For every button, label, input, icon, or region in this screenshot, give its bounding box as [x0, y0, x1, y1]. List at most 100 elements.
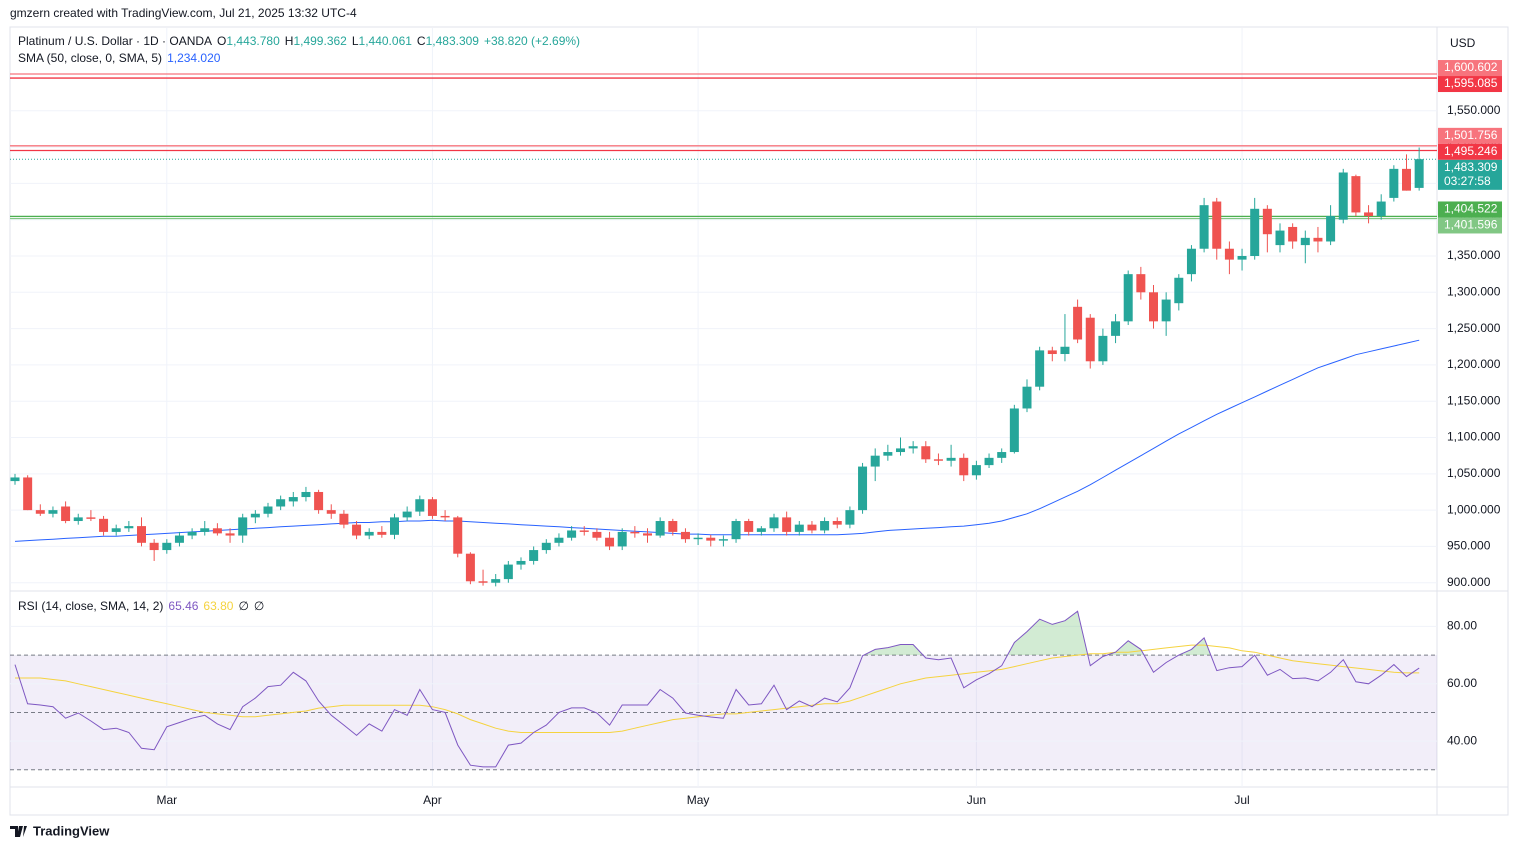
price-label-box: [1438, 201, 1502, 218]
price-label: 1,404.522: [1444, 202, 1498, 216]
rsi-band-fill: [10, 655, 1437, 770]
candle-body: [1262, 208, 1272, 235]
candle-body: [1199, 205, 1209, 249]
legend-key: H: [285, 34, 294, 48]
y-tick-label: 1,150.000: [1447, 393, 1501, 407]
candle-body: [187, 531, 197, 536]
y-tick-label: 1,250.000: [1447, 321, 1501, 335]
candle-body: [933, 459, 943, 461]
candle-body: [617, 531, 627, 547]
candle-body: [643, 533, 652, 536]
candle-body: [1098, 335, 1108, 362]
logo-text: TradingView: [33, 823, 110, 838]
candle-body: [1009, 408, 1019, 453]
y-tick-label: 1,000.000: [1447, 502, 1501, 516]
candle-body: [1275, 230, 1285, 246]
candle-body: [946, 457, 956, 461]
rsi-overbought-fill: [15, 611, 1420, 656]
candle-body: [200, 528, 210, 532]
legend-value: 1,440.061: [359, 34, 413, 48]
legend-value: 1,483.309: [426, 34, 480, 48]
rsi-legend-value: 65.46: [168, 599, 198, 613]
price-label: 1,600.602: [1444, 60, 1498, 74]
rsi-tick-label: 40.00: [1447, 733, 1477, 747]
candle-body: [23, 477, 33, 511]
candle-body: [111, 528, 121, 532]
candle-body: [124, 526, 134, 529]
candle-body: [326, 510, 336, 514]
candle-body: [870, 455, 880, 467]
candle-body: [971, 465, 981, 476]
candle-body: [1376, 201, 1386, 217]
sma-line: [14, 339, 1420, 542]
rsi-legend-name: RSI (14, close, SMA, 14, 2): [18, 599, 163, 613]
legend-value: 1,443.780: [226, 34, 280, 48]
candle-body: [1174, 277, 1184, 304]
price-label-box: [1438, 217, 1502, 234]
candle-body: [1047, 350, 1057, 355]
candle-body: [655, 521, 665, 536]
rsi-legend-ma: 63.80: [203, 599, 233, 613]
price-label: 1,495.246: [1444, 144, 1498, 158]
candle-body: [997, 452, 1007, 458]
candle-body: [832, 521, 842, 525]
candle-body: [238, 517, 248, 536]
candle-body: [86, 517, 96, 519]
price-label: 1,595.085: [1444, 76, 1498, 90]
y-tick-label: 1,350.000: [1447, 248, 1501, 262]
candle-body: [1414, 159, 1424, 188]
candle-body: [35, 510, 45, 514]
candle-body: [567, 530, 577, 538]
rsi-tick-label: 60.00: [1447, 676, 1477, 690]
candle-body: [718, 539, 728, 541]
chart-frame: [9, 26, 1509, 816]
candle-body: [1237, 255, 1247, 260]
candle-body: [921, 446, 931, 460]
candle-body: [744, 521, 754, 532]
candle-body: [1224, 248, 1234, 260]
candle-body: [1212, 201, 1222, 249]
candle-body: [250, 513, 260, 518]
candle-body: [402, 511, 412, 518]
legend-value: 1,499.362: [293, 34, 347, 48]
candle-body: [1338, 172, 1348, 220]
candle-body: [225, 533, 235, 536]
candle-body: [1364, 212, 1374, 217]
candle-body: [1389, 168, 1399, 198]
candle-body: [984, 457, 994, 466]
price-label: 1,501.756: [1444, 128, 1498, 142]
candle-body: [174, 535, 184, 543]
candle-body: [1035, 350, 1045, 387]
candle-body: [288, 497, 298, 502]
candle-body: [1022, 386, 1032, 409]
rsi-tick-label: 80.00: [1447, 619, 1477, 633]
candle-body: [680, 531, 690, 540]
candle-body: [693, 537, 703, 540]
currency-label: USD: [1450, 36, 1476, 50]
rsi-ma-line: [15, 644, 1420, 733]
price-label-box: [1438, 60, 1502, 77]
footer-logo: TradingView: [10, 823, 110, 838]
candle-body: [263, 506, 273, 514]
y-tick-label: 1,200.000: [1447, 357, 1501, 371]
candle-body: [415, 499, 425, 512]
y-tick-label: 1,050.000: [1447, 466, 1501, 480]
candle-body: [276, 499, 286, 507]
legend-key: C: [417, 34, 426, 48]
candle-body: [1313, 237, 1323, 242]
candle-body: [554, 537, 564, 543]
candle-body: [1136, 274, 1146, 293]
legend-key: O: [217, 34, 226, 48]
candle-body: [820, 521, 830, 531]
candle-body: [10, 477, 20, 482]
candle-body: [440, 515, 450, 518]
candle-body: [137, 526, 146, 543]
rsi-line: [14, 610, 1420, 768]
candle-body: [162, 542, 172, 551]
candle-body: [668, 521, 678, 532]
price-label-box: [1438, 76, 1502, 93]
candle-body: [99, 518, 109, 532]
countdown-label: 03:27:58: [1444, 174, 1491, 188]
y-tick-label: 1,300.000: [1447, 284, 1501, 298]
candle-body: [364, 531, 374, 536]
